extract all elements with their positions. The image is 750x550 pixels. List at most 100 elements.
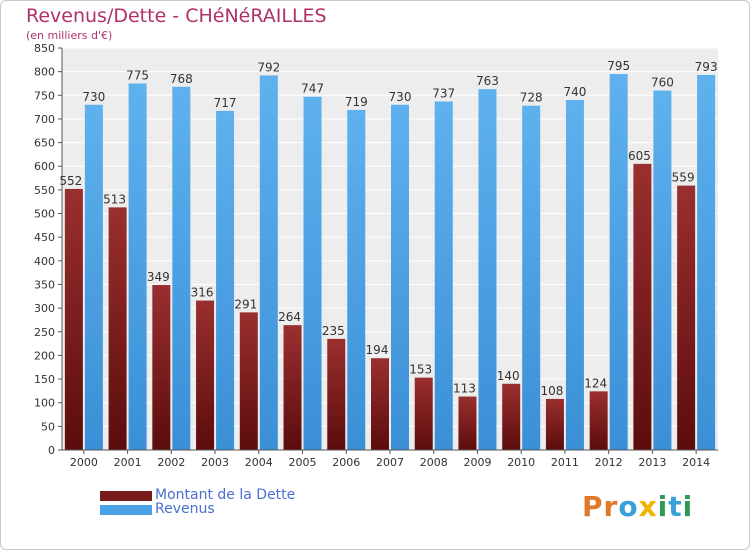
brand-letter: r	[603, 490, 619, 523]
legend-label-revenus: Revenus	[155, 501, 215, 517]
x-tick-label: 2002	[157, 456, 185, 469]
brand-letter: i	[657, 490, 669, 523]
data-label-dette: 291	[234, 297, 257, 311]
legend-label-dette: Montant de la Dette	[155, 487, 296, 503]
y-tick-label: 200	[34, 349, 55, 362]
brand-letter: i	[682, 490, 694, 523]
bar-dette	[458, 396, 477, 450]
data-label-dette: 513	[103, 192, 126, 206]
legend-swatch-dette	[100, 491, 152, 501]
bar-dette	[327, 338, 346, 450]
x-tick-label: 2001	[114, 456, 142, 469]
data-label-dette: 140	[497, 369, 520, 383]
y-tick-label: 0	[48, 444, 55, 457]
data-label-dette: 605	[628, 149, 651, 163]
bar-dette	[283, 325, 302, 450]
bar-revenus	[128, 83, 147, 451]
bar-dette	[589, 391, 608, 450]
y-tick-label: 800	[34, 66, 55, 79]
brand-letter: P	[582, 490, 604, 523]
data-label-dette: 349	[147, 270, 170, 284]
y-tick-label: 350	[34, 278, 55, 291]
y-tick-label: 850	[34, 42, 55, 55]
bar-dette	[152, 284, 171, 450]
bar-dette	[371, 358, 389, 450]
chart-title: Revenus/Dette - CHéNéRAILLES	[26, 5, 327, 27]
bar-revenus	[565, 100, 584, 450]
bar-revenus	[609, 74, 628, 450]
data-label-dette: 153	[409, 363, 432, 377]
brand-letter: t	[668, 490, 683, 523]
bar-dette	[677, 185, 696, 450]
bar-revenus	[216, 110, 235, 450]
brand-logo: Proxiti	[582, 490, 693, 523]
data-label-revenus: 775	[126, 68, 149, 82]
data-label-dette: 108	[540, 384, 563, 398]
y-tick-label: 150	[34, 373, 55, 386]
y-tick-label: 450	[34, 231, 55, 244]
y-tick-label: 50	[41, 420, 55, 433]
data-label-revenus: 792	[257, 60, 280, 74]
bar-revenus	[434, 101, 453, 450]
bar-revenus	[653, 90, 672, 451]
y-tick-label: 550	[34, 184, 55, 197]
data-label-revenus: 768	[170, 72, 193, 86]
x-tick-label: 2006	[332, 456, 360, 469]
bar-dette	[414, 377, 433, 450]
data-label-revenus: 730	[389, 90, 412, 104]
x-tick-label: 2014	[682, 456, 710, 469]
plot-background	[62, 48, 718, 450]
data-label-revenus: 717	[214, 96, 237, 110]
y-tick-label: 100	[34, 397, 55, 410]
data-label-revenus: 747	[301, 82, 324, 96]
x-tick-label: 2012	[595, 456, 623, 469]
data-label-revenus: 737	[432, 86, 455, 100]
y-tick-label: 300	[34, 302, 55, 315]
bar-dette	[239, 312, 258, 450]
bar-dette	[633, 163, 652, 450]
brand-letter: x	[638, 490, 658, 523]
bar-revenus	[697, 74, 716, 451]
y-tick-label: 700	[34, 113, 55, 126]
legend-swatch-revenus	[100, 505, 152, 515]
bar-revenus	[391, 104, 409, 451]
data-label-revenus: 728	[520, 91, 543, 105]
data-label-revenus: 793	[695, 60, 718, 74]
y-tick-label: 250	[34, 326, 55, 339]
y-tick-label: 600	[34, 160, 55, 173]
x-tick-label: 2010	[507, 456, 535, 469]
bar-revenus	[522, 105, 541, 450]
x-tick-label: 2011	[551, 456, 579, 469]
x-tick-label: 2000	[70, 456, 98, 469]
bar-revenus	[303, 96, 322, 450]
x-tick-label: 2013	[638, 456, 666, 469]
data-label-dette: 264	[278, 310, 301, 324]
data-label-dette: 194	[366, 343, 389, 357]
x-tick-label: 2003	[201, 456, 229, 469]
y-tick-label: 500	[34, 208, 55, 221]
x-tick-label: 2008	[420, 456, 448, 469]
data-label-revenus: 763	[476, 74, 499, 88]
bar-dette	[108, 207, 127, 450]
brand-letter: o	[618, 490, 639, 523]
x-tick-label: 2009	[463, 456, 491, 469]
bar-revenus	[478, 89, 497, 451]
data-label-revenus: 760	[651, 76, 674, 90]
bar-revenus	[172, 86, 191, 450]
bar-revenus	[347, 109, 366, 450]
x-tick-label: 2004	[245, 456, 273, 469]
data-label-dette: 316	[191, 286, 214, 300]
y-tick-label: 400	[34, 255, 55, 268]
bar-dette	[196, 300, 215, 450]
data-label-revenus: 740	[563, 85, 586, 99]
bar-dette	[545, 398, 564, 450]
data-label-dette: 552	[59, 174, 82, 188]
data-label-dette: 124	[584, 376, 607, 390]
y-tick-label: 650	[34, 137, 55, 150]
x-tick-label: 2005	[289, 456, 317, 469]
y-tick-label: 750	[34, 89, 55, 102]
bar-dette	[502, 383, 521, 450]
data-label-dette: 559	[672, 171, 695, 185]
bar-dette	[64, 188, 83, 451]
bar-revenus	[84, 104, 103, 451]
